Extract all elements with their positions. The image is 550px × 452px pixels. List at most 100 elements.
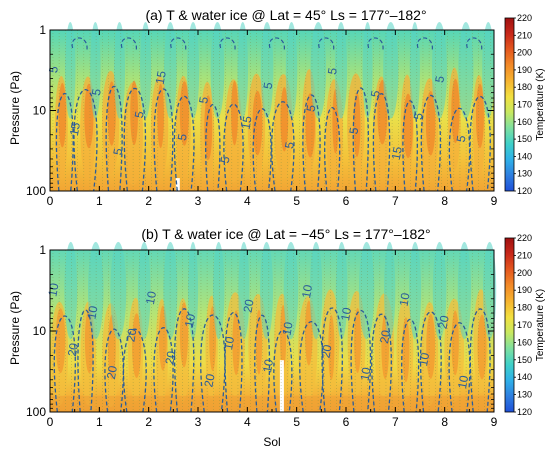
contour-label: 10 bbox=[338, 306, 354, 322]
ice-contour bbox=[122, 328, 147, 413]
contour-label: 10 bbox=[84, 304, 100, 320]
panel-a-y-axis-label: Pressure (Pa) bbox=[8, 71, 22, 145]
colorbar-tick-label: 210 bbox=[517, 250, 532, 260]
panel-b-title: (b) T & water ice @ Lat = −45° Ls = 177°… bbox=[141, 226, 430, 242]
missing-data-gap bbox=[175, 178, 180, 191]
ice-contour bbox=[73, 88, 98, 192]
cool-band bbox=[358, 241, 375, 340]
y-tick-label: 100 bbox=[26, 405, 46, 419]
upper-ice-contour bbox=[318, 37, 335, 53]
y-tick-label: 100 bbox=[26, 184, 46, 198]
upper-ice-contour bbox=[170, 37, 187, 53]
panel-a-plot-area: 5 15 5 5 5 15 5 5 5 15 5 5 5 5 5 5 15 5 5 5 0 1 2 3 4 5 6 7 8 9 1 10 100 bbox=[26, 21, 498, 208]
contour-label: 15 bbox=[389, 145, 405, 161]
ice-contour bbox=[420, 94, 442, 192]
cool-band bbox=[238, 241, 250, 340]
hot-core bbox=[55, 308, 66, 374]
y-tick-label: 1 bbox=[39, 243, 46, 257]
cool-band bbox=[409, 21, 420, 119]
x-tick-label: 1 bbox=[96, 415, 103, 429]
colorbar-tick-label: 160 bbox=[517, 117, 532, 127]
ice-contour bbox=[324, 106, 341, 192]
contour-label: 10 bbox=[299, 283, 315, 299]
contour-label: 10 bbox=[416, 351, 432, 367]
contour-label: 5 bbox=[175, 132, 190, 141]
x-tick-label: 9 bbox=[491, 194, 498, 208]
ice-contour bbox=[105, 85, 123, 192]
contour-label: 5 bbox=[346, 126, 361, 135]
x-tick-label: 6 bbox=[343, 194, 350, 208]
panel-a-colorbar: 120 130 140 150 160 170 180 190 200 210 220 Tempera… bbox=[504, 13, 546, 196]
ice-contour bbox=[55, 92, 74, 192]
hot-core bbox=[477, 314, 487, 380]
contour-label: 20 bbox=[240, 298, 256, 314]
cool-band bbox=[260, 241, 274, 340]
x-tick-label: 2 bbox=[145, 415, 152, 429]
x-tick-label: 4 bbox=[244, 194, 251, 208]
ice-contour bbox=[123, 87, 147, 192]
contour-label: 10 bbox=[280, 321, 296, 337]
x-tick-label: 5 bbox=[293, 194, 300, 208]
contour-label: 20 bbox=[104, 364, 120, 380]
colorbar-tick-label: 150 bbox=[517, 355, 532, 365]
cool-band bbox=[483, 241, 497, 340]
contour-label: 20 bbox=[319, 343, 335, 359]
contour-label: 20 bbox=[201, 372, 217, 388]
upper-ice-contour bbox=[219, 37, 236, 53]
x-tick-label: 8 bbox=[441, 194, 448, 208]
contour-label: 15 bbox=[239, 115, 255, 131]
ice-contour bbox=[302, 94, 321, 192]
colorbar-tick-label: 120 bbox=[517, 407, 532, 417]
x-tick-label: 0 bbox=[47, 415, 54, 429]
colorbar-tick-label: 120 bbox=[517, 186, 532, 196]
panel-a: (a) T & water ice @ Lat = 45° Ls = 177°–… bbox=[8, 7, 498, 208]
hot-core bbox=[304, 300, 313, 366]
ice-contour bbox=[350, 309, 372, 413]
contour-label: 5 bbox=[132, 110, 147, 119]
colorbar-tick-label: 140 bbox=[517, 372, 532, 382]
contour-label: 10 bbox=[455, 374, 471, 390]
colorbar-tick-label: 190 bbox=[517, 65, 532, 75]
colorbar-tick-label: 220 bbox=[517, 13, 532, 23]
x-tick-label: 7 bbox=[392, 415, 399, 429]
hot-core bbox=[305, 93, 315, 158]
colorbar-tick-label: 220 bbox=[517, 233, 532, 243]
colorbar-tick-label: 210 bbox=[517, 30, 532, 40]
colorbar-label: Temperature (K) bbox=[535, 289, 546, 361]
colorbar-tick-label: 170 bbox=[517, 320, 532, 330]
x-tick-label: 0 bbox=[47, 194, 54, 208]
y-tick-label: 10 bbox=[33, 104, 47, 118]
ice-contour bbox=[401, 318, 420, 413]
cool-band bbox=[187, 21, 200, 119]
panel-b-y-axis-label: Pressure (Pa) bbox=[8, 291, 22, 365]
hot-core bbox=[157, 83, 164, 149]
colorbar-tick-label: 170 bbox=[517, 100, 532, 110]
ice-contour bbox=[153, 327, 174, 413]
contour-label: 5 bbox=[196, 95, 211, 104]
cool-band bbox=[431, 21, 447, 119]
hot-core bbox=[252, 90, 263, 156]
contour-label: 15 bbox=[67, 121, 83, 137]
cool-band bbox=[285, 21, 298, 119]
ice-contour bbox=[173, 95, 195, 192]
contour-label: 15 bbox=[153, 70, 169, 86]
panel-b: (b) T & water ice @ Lat = −45° Ls = 177°… bbox=[8, 226, 498, 429]
panel-b-colorbar: 120 130 140 150 160 170 180 190 200 210 220 Tempera… bbox=[504, 233, 546, 417]
hot-core bbox=[130, 80, 139, 146]
contour-label: 10 bbox=[260, 358, 276, 374]
colorbar-tick-label: 130 bbox=[517, 390, 532, 400]
hot-core bbox=[451, 310, 459, 376]
ice-contour bbox=[321, 307, 343, 413]
contour-label: 10 bbox=[45, 282, 61, 298]
cool-band bbox=[309, 241, 323, 340]
cool-band bbox=[65, 21, 76, 119]
hot-core bbox=[158, 305, 167, 371]
hot-core bbox=[280, 305, 287, 370]
contour-label: 5 bbox=[411, 111, 426, 120]
upper-ice-contour bbox=[416, 37, 433, 53]
hot-core bbox=[209, 306, 216, 371]
hot-core bbox=[426, 313, 436, 379]
contour-label: 20 bbox=[123, 327, 139, 343]
ice-contour bbox=[469, 308, 491, 413]
